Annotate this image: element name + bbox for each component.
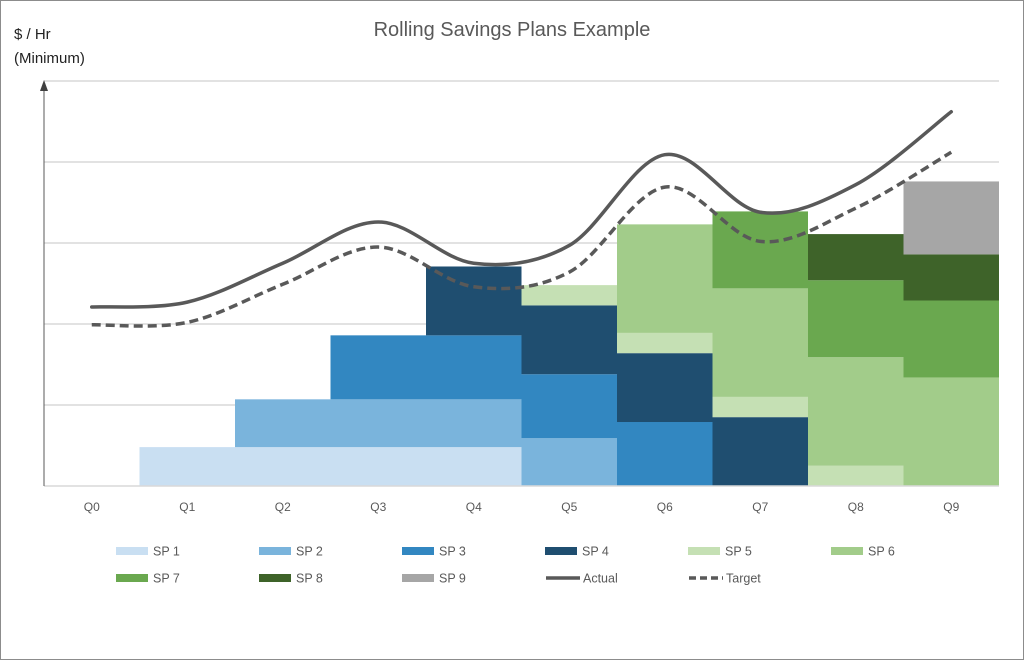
legend-sp2-label: SP 2 [296, 545, 323, 559]
legend-sp1-swatch [116, 547, 148, 555]
x-tick-label: Q6 [657, 500, 673, 514]
bar-sp2-q4 [426, 399, 522, 448]
bar-sp8-q8 [808, 234, 904, 281]
bar-sp8-q9 [903, 254, 999, 301]
bar-sp7-q9 [903, 300, 999, 378]
bar-sp4-q4 [426, 266, 522, 336]
bar-sp7-q7 [712, 211, 808, 289]
x-tick-label: Q2 [275, 500, 291, 514]
bar-sp3-q3 [330, 335, 426, 400]
bar-sp4-q6 [617, 353, 713, 423]
x-tick-label: Q0 [84, 500, 100, 514]
x-tick-label: Q7 [752, 500, 768, 514]
bar-sp3-q6 [617, 422, 713, 486]
legend-sp1-label: SP 1 [153, 545, 180, 559]
bar-sp1-q1 [139, 447, 235, 486]
y-axis-label-line1: $ / Hr [14, 26, 51, 43]
bar-sp5-q8 [808, 465, 904, 486]
legend-sp5-label: SP 5 [725, 545, 752, 559]
legend-sp6-label: SP 6 [868, 545, 895, 559]
legend-target-label: Target [726, 572, 761, 586]
bar-sp1-q3 [330, 447, 426, 486]
legend-sp7-swatch [116, 574, 148, 582]
bar-sp4-q7 [712, 417, 808, 486]
legend-sp3-label: SP 3 [439, 545, 466, 559]
bar-sp2-q2 [235, 399, 331, 448]
bar-sp9-q9 [903, 181, 999, 255]
line-target [91, 150, 953, 328]
bar-sp5-q6 [617, 332, 713, 354]
bar-sp2-q5 [521, 438, 617, 486]
legend-sp8-label: SP 8 [296, 572, 323, 586]
x-tick-label: Q3 [370, 500, 386, 514]
legend-sp2-swatch [259, 547, 291, 555]
legend-sp5-swatch [688, 547, 720, 555]
chart-title: Rolling Savings Plans Example [374, 19, 651, 41]
legend-sp7-label: SP 7 [153, 572, 180, 586]
y-axis-label-line2: (Minimum) [14, 50, 85, 67]
bar-sp5-q5 [521, 285, 617, 306]
legend-sp8-swatch [259, 574, 291, 582]
legend-sp4-swatch [545, 547, 577, 555]
legend-sp9-swatch [402, 574, 434, 582]
bar-sp3-q4 [426, 335, 522, 400]
y-axis-arrow-icon [40, 80, 48, 91]
bar-sp5-q7 [712, 396, 808, 418]
legend-actual-label: Actual [583, 572, 618, 586]
bar-sp2-q3 [330, 399, 426, 448]
line-actual [90, 110, 953, 309]
bar-sp6-q6 [617, 224, 713, 333]
bar-sp6-q8 [808, 357, 904, 466]
x-tick-label: Q9 [943, 500, 959, 514]
bar-sp6-q7 [712, 288, 808, 397]
x-tick-label: Q4 [466, 500, 482, 514]
legend-sp3-swatch [402, 547, 434, 555]
bar-sp7-q8 [808, 280, 904, 358]
x-tick-label: Q5 [561, 500, 577, 514]
bar-sp1-q2 [235, 447, 331, 486]
legend-sp9-label: SP 9 [439, 572, 466, 586]
bar-sp1-q4 [426, 447, 522, 486]
bar-sp4-q5 [521, 305, 617, 375]
x-tick-label: Q1 [179, 500, 195, 514]
bar-sp3-q5 [521, 374, 617, 439]
legend-sp6-swatch [831, 547, 863, 555]
x-tick-label: Q8 [848, 500, 864, 514]
legend-sp4-label: SP 4 [582, 545, 609, 559]
bar-sp6-q9 [903, 377, 999, 486]
